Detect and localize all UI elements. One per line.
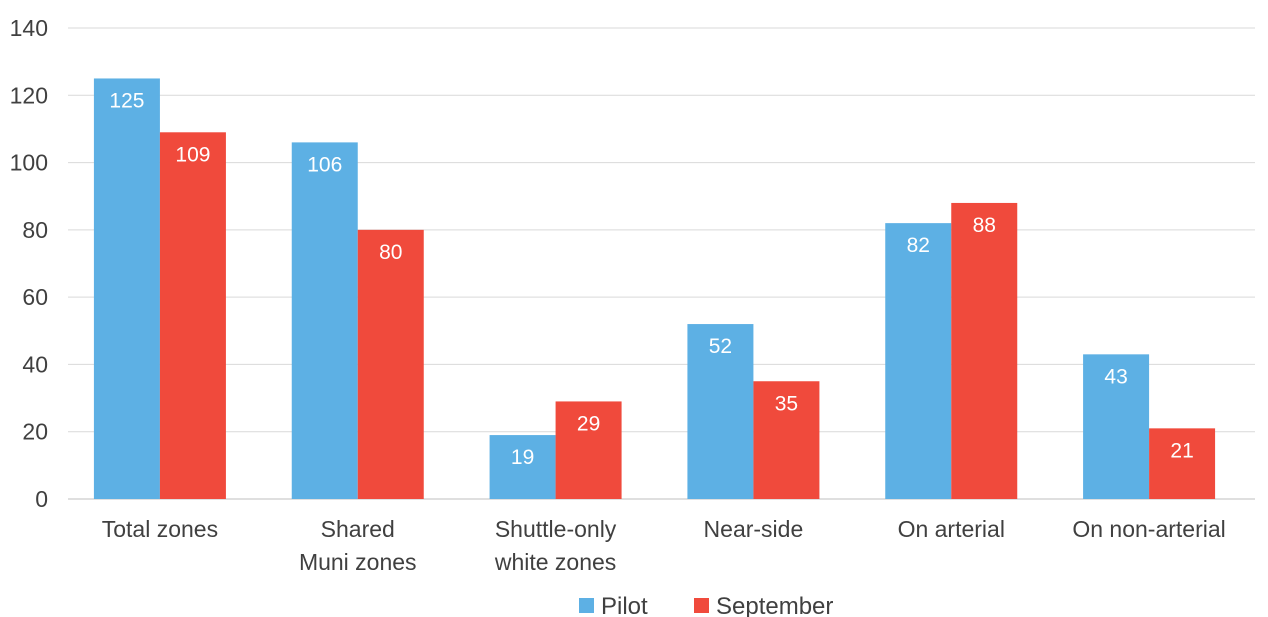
category-label: white zones	[494, 549, 616, 575]
data-label: 125	[109, 89, 144, 112]
bar-september	[357, 229, 424, 499]
bar-pilot	[291, 142, 358, 499]
legend-label: Pilot	[601, 593, 648, 617]
data-label: 35	[775, 392, 798, 415]
bar-september	[753, 381, 820, 499]
data-label: 43	[1104, 365, 1127, 388]
bar-september	[159, 132, 226, 500]
y-tick-label: 140	[10, 15, 48, 41]
bars	[93, 78, 1216, 500]
y-tick-label: 60	[22, 284, 48, 310]
data-label: 52	[709, 335, 732, 358]
category-label: On non-arterial	[1072, 516, 1225, 542]
legend-swatch-pilot	[579, 598, 594, 613]
legend: Pilot September	[579, 593, 833, 617]
gridlines	[68, 27, 1255, 500]
data-label: 88	[973, 214, 996, 237]
legend-swatch-september	[694, 598, 709, 613]
bar-pilot	[489, 435, 556, 499]
category-label: Near-side	[704, 516, 804, 542]
data-label: 29	[577, 412, 600, 435]
y-tick-label: 0	[35, 486, 48, 512]
x-axis: Total zones Shared Muni zones Shuttle-only w…	[102, 516, 1226, 575]
data-label: 21	[1170, 439, 1193, 462]
category-label: On arterial	[898, 516, 1005, 542]
data-labels: 125 109 106 80 19 29 52 35 82 88 43 21	[109, 89, 1193, 469]
category-label: Total zones	[102, 516, 218, 542]
y-tick-label: 40	[22, 351, 48, 377]
bar-september	[1149, 428, 1216, 499]
data-label: 80	[379, 241, 402, 264]
category-label: Shuttle-only	[495, 516, 617, 542]
data-label: 106	[307, 153, 342, 176]
bar-pilot	[93, 78, 160, 499]
bar-pilot	[687, 324, 754, 499]
category-label: Shared	[321, 516, 395, 542]
y-tick-label: 120	[10, 82, 48, 108]
data-label: 82	[907, 234, 930, 257]
y-tick-label: 80	[22, 217, 48, 243]
bar-september	[951, 202, 1018, 499]
category-label: Muni zones	[299, 549, 417, 575]
bar-september	[555, 401, 622, 499]
data-label: 19	[511, 446, 534, 469]
legend-label: September	[716, 593, 833, 617]
data-label: 109	[175, 143, 210, 166]
bar-pilot	[885, 223, 952, 499]
bar-pilot	[1083, 354, 1150, 499]
y-tick-label: 100	[10, 150, 48, 176]
y-axis: 0 20 40 60 80 100 120 140	[10, 15, 48, 512]
y-tick-label: 20	[22, 419, 48, 445]
